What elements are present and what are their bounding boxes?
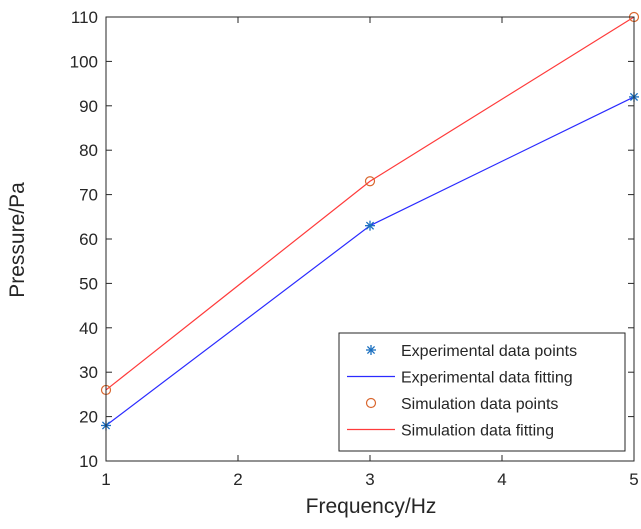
- data-point-circle: [364, 176, 376, 187]
- y-tick-label: 110: [71, 8, 98, 27]
- x-axis-label: Frequency/Hz: [306, 495, 437, 518]
- y-tick-label: 80: [79, 141, 98, 160]
- y-tick-label: 90: [79, 97, 98, 116]
- legend-box: [338, 332, 626, 452]
- y-tick-label: 60: [79, 230, 98, 249]
- legend-label: Simulation data points: [401, 396, 558, 413]
- x-tick-label: 2: [233, 470, 242, 489]
- legend-label: Experimental data points: [401, 343, 577, 360]
- legend-label: Simulation data fitting: [401, 423, 554, 440]
- x-tick-label: 5: [629, 470, 638, 489]
- legend-circle-swatch: [365, 397, 377, 409]
- y-tick-label: 50: [79, 274, 98, 293]
- data-point-asterisk: [365, 220, 375, 231]
- y-tick-label: 10: [79, 452, 98, 471]
- y-tick-label: 100: [70, 52, 98, 71]
- y-tick-label: 30: [79, 363, 98, 382]
- y-axis-label: Pressure/Pa: [6, 182, 29, 298]
- legend: Experimental data points Experimental dat…: [338, 332, 626, 452]
- plot-area: [100, 11, 640, 431]
- y-tick-label: 70: [79, 186, 98, 205]
- legend-label: Experimental data fitting: [401, 370, 573, 387]
- y-tick-label: 20: [79, 408, 98, 427]
- x-tick-label: 4: [497, 470, 506, 489]
- y-tick-label: 40: [79, 319, 98, 338]
- legend-asterisk-swatch: [366, 345, 376, 355]
- series-line-2: [105, 16, 635, 391]
- x-tick-label: 3: [365, 470, 374, 489]
- x-tick-label: 1: [101, 470, 110, 489]
- axes: 1 2 3 4 5 10 20 30 40 50 60 70 80 90 100 110: [70, 8, 639, 489]
